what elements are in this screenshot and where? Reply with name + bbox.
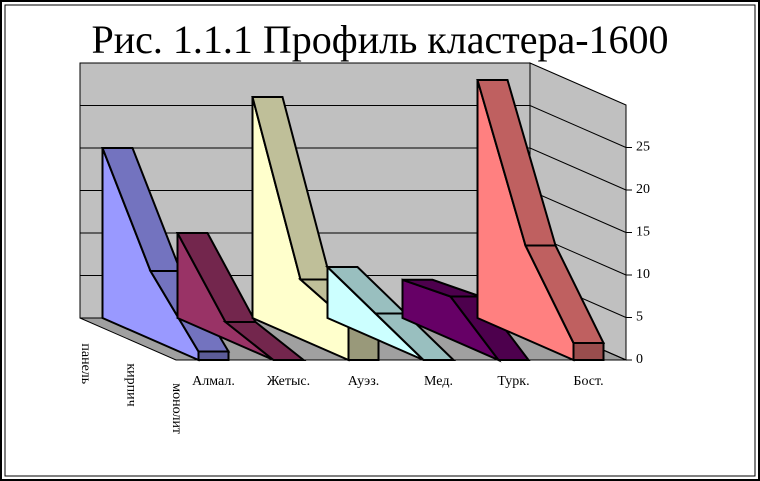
y-tick-label: 15 xyxy=(636,225,650,240)
depth-label: панель xyxy=(78,343,93,384)
series-label: Алмал. xyxy=(192,374,235,389)
series-label: Турк. xyxy=(497,374,529,389)
y-tick-label: 0 xyxy=(636,352,643,367)
grid-line xyxy=(80,147,627,191)
series-label: Бост. xyxy=(573,374,603,389)
y-tick-label: 25 xyxy=(636,140,650,155)
area-front xyxy=(197,350,230,361)
chart-title: Рис. 1.1.1 Профиль кластера-1600 xyxy=(91,17,668,62)
y-tick-label: 5 xyxy=(636,310,643,325)
depth-label: кирпич xyxy=(124,363,139,406)
series-label: Мед. xyxy=(424,374,453,389)
depth-label: монолит xyxy=(169,383,184,434)
series-label: Ауэз. xyxy=(348,374,379,389)
series-label: Жетыс. xyxy=(267,374,310,389)
frame-inner xyxy=(4,4,756,477)
y-tick-label: 10 xyxy=(636,267,650,282)
grid-line xyxy=(80,105,627,148)
y-tick-label: 20 xyxy=(636,182,650,197)
area-front xyxy=(572,342,605,361)
